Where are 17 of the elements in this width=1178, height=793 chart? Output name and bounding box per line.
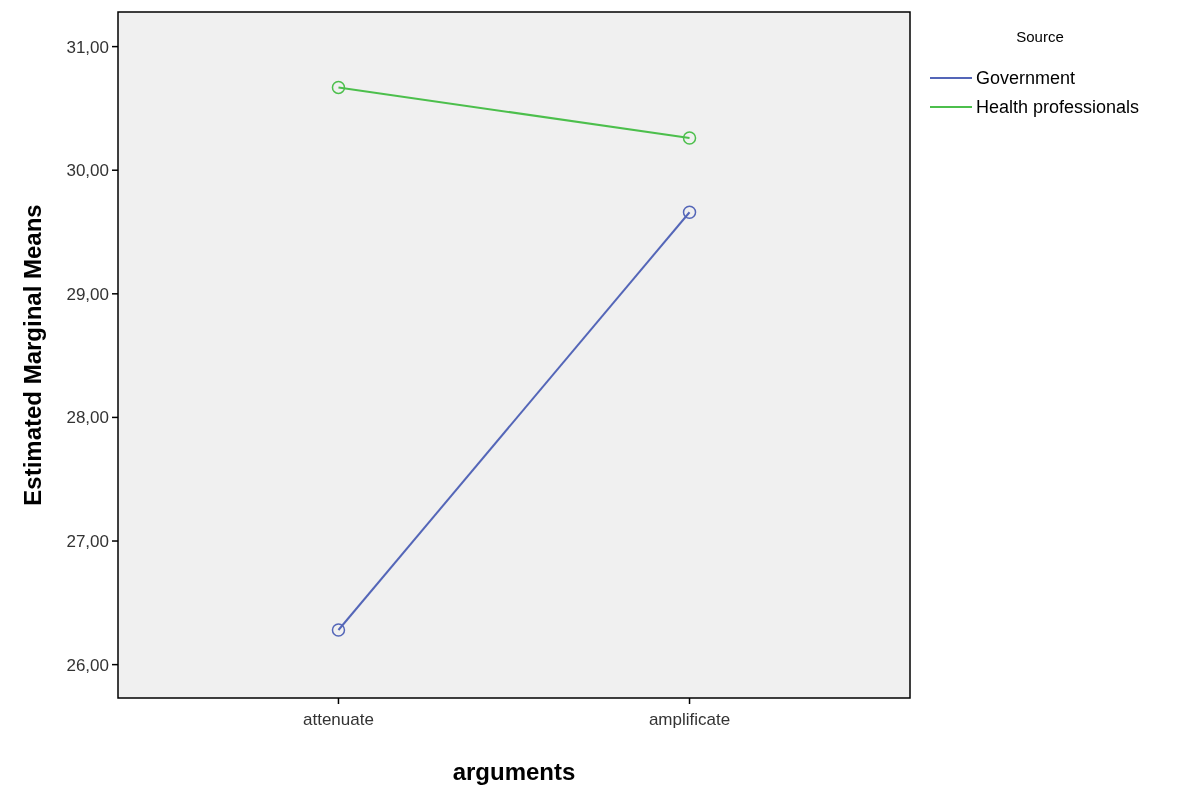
y-tick-label: 27,00 — [66, 531, 109, 551]
legend-label: Health professionals — [976, 97, 1140, 118]
x-tick-label: amplificate — [648, 710, 731, 729]
point — [682, 131, 697, 145]
point — [331, 80, 346, 95]
y-tick-label: 29,00 — [66, 284, 109, 304]
point — [682, 205, 697, 219]
y-tick-label: 28,00 — [66, 408, 109, 428]
legend-label: Government — [976, 68, 1076, 89]
point — [331, 623, 346, 637]
x-axis-title: arguments — [452, 758, 576, 785]
legend-title: Source — [1016, 28, 1064, 45]
x-tick-label: attenuate — [303, 710, 374, 729]
y-tick-label: 26,00 — [66, 655, 109, 675]
y-axis-title: Estimated Marginal Means — [19, 204, 46, 506]
y-tick-label: 31,00 — [66, 37, 109, 57]
y-tick-label: 30,00 — [66, 161, 109, 181]
